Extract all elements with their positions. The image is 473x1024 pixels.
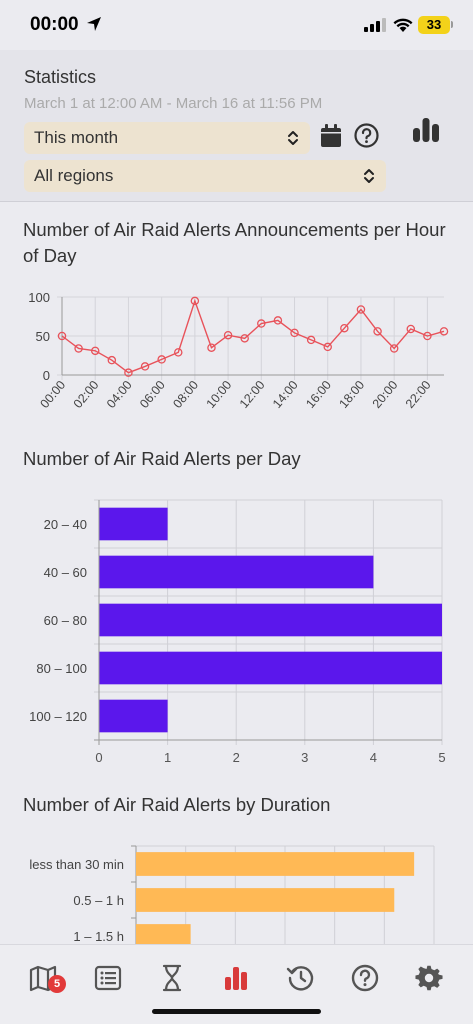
battery-indicator: 33	[418, 16, 450, 34]
wifi-icon	[393, 18, 413, 32]
data-point	[57, 331, 67, 341]
data-point	[90, 346, 100, 356]
data-point	[207, 343, 216, 352]
bar	[99, 507, 168, 541]
y-tick-label: 100 – 120	[29, 709, 87, 724]
help-icon[interactable]	[354, 123, 379, 148]
battery-nub	[451, 21, 453, 28]
x-tick-label: 18:00	[336, 378, 367, 411]
data-point	[439, 327, 449, 336]
data-point	[406, 324, 416, 334]
y-tick-label: 1 – 1.5 h	[73, 929, 124, 944]
list-icon[interactable]	[93, 963, 123, 993]
y-tick-label: 20 – 40	[44, 517, 87, 532]
x-tick-label: 5	[438, 750, 445, 765]
data-point	[124, 368, 133, 377]
y-tick-label: 40 – 60	[44, 565, 87, 580]
bar	[136, 924, 191, 948]
x-tick-label: 04:00	[104, 378, 135, 411]
calendar-icon[interactable]	[320, 124, 342, 148]
data-point	[257, 319, 266, 328]
y-tick-label: 80 – 100	[36, 661, 87, 676]
data-point	[340, 323, 349, 333]
hourly-chart-title: Number of Air Raid Alerts Announcements …	[23, 219, 446, 266]
cellular-signal-icon	[364, 18, 386, 32]
bar	[136, 888, 395, 912]
data-point	[273, 316, 283, 325]
series-line	[61, 298, 445, 374]
daily-chart-title: Number of Air Raid Alerts per Day	[23, 448, 301, 469]
region-select[interactable]: All regions	[24, 160, 386, 192]
chevron-up-down-icon	[288, 131, 298, 145]
page-title: Statistics	[24, 67, 97, 87]
settings-icon[interactable]	[414, 963, 444, 993]
data-point	[157, 355, 166, 364]
y-tick-label: 0.5 – 1 h	[73, 893, 124, 908]
data-point	[290, 328, 299, 338]
y-tick-label: 60 – 80	[44, 613, 87, 628]
x-tick-label: 4	[370, 750, 377, 765]
x-tick-label: 14:00	[270, 378, 301, 411]
data-point	[190, 296, 200, 306]
filter-panel: Statistics March 1 at 12:00 AM - March 1…	[0, 50, 473, 202]
bar	[99, 651, 442, 685]
data-point	[373, 327, 382, 336]
data-point	[223, 330, 233, 340]
duration-chart-title: Number of Air Raid Alerts by Duration	[23, 794, 331, 815]
x-tick-label: 10:00	[204, 378, 235, 411]
x-tick-label: 12:00	[237, 378, 268, 411]
x-tick-label: 02:00	[71, 378, 102, 411]
period-select-value: This month	[34, 128, 119, 147]
data-point	[174, 348, 183, 357]
location-arrow-icon	[87, 17, 101, 31]
x-tick-label: 2	[233, 750, 240, 765]
data-point	[140, 362, 150, 371]
help-icon[interactable]	[350, 963, 380, 993]
data-point	[240, 334, 249, 343]
region-select-value: All regions	[34, 166, 114, 185]
data-point	[389, 344, 399, 353]
duration-bar-chart: less than 30 min 0.5 – 1 h 1 – 1.5 h	[29, 845, 435, 958]
data-point	[306, 335, 316, 345]
bar	[99, 555, 374, 589]
x-tick-label: 0	[95, 750, 102, 765]
x-tick-label: 08:00	[170, 378, 201, 411]
bar-chart-icon[interactable]	[412, 116, 440, 144]
bar	[99, 699, 168, 733]
data-point	[74, 344, 83, 353]
data-point	[323, 342, 332, 352]
x-tick-label: 06:00	[137, 378, 168, 411]
chevron-up-down-icon	[364, 169, 374, 183]
period-select[interactable]: This month	[24, 122, 310, 154]
x-tick-label: 1	[164, 750, 171, 765]
y-tick-label: 50	[36, 329, 50, 344]
x-tick-label: 16:00	[303, 378, 334, 411]
hourglass-icon[interactable]	[157, 963, 187, 993]
status-time: 00:00	[30, 14, 79, 35]
data-point	[423, 331, 432, 341]
y-tick-label: 100	[28, 290, 50, 305]
data-point	[107, 355, 117, 365]
x-tick-label: 20:00	[370, 378, 401, 411]
data-point	[356, 305, 366, 314]
y-tick-label: 0	[43, 368, 50, 383]
date-range-text: March 1 at 12:00 AM - March 16 at 11:56 …	[24, 95, 323, 112]
daily-bar-chart: 0 1 2 3 4 5 20 – 40 40 – 60 60 – 80 80 – 100 100 –…	[29, 499, 446, 765]
history-icon[interactable]	[286, 963, 316, 993]
status-bar: 00:00 33	[0, 0, 473, 50]
bar	[136, 852, 415, 876]
bar	[99, 603, 442, 637]
battery-level: 33	[426, 17, 442, 32]
map-badge: 5	[48, 975, 66, 993]
stats-icon[interactable]	[221, 963, 251, 993]
y-tick-label: less than 30 min	[29, 857, 124, 872]
x-tick-label: 22:00	[403, 378, 434, 411]
home-indicator	[152, 1009, 321, 1014]
x-tick-label: 3	[301, 750, 308, 765]
